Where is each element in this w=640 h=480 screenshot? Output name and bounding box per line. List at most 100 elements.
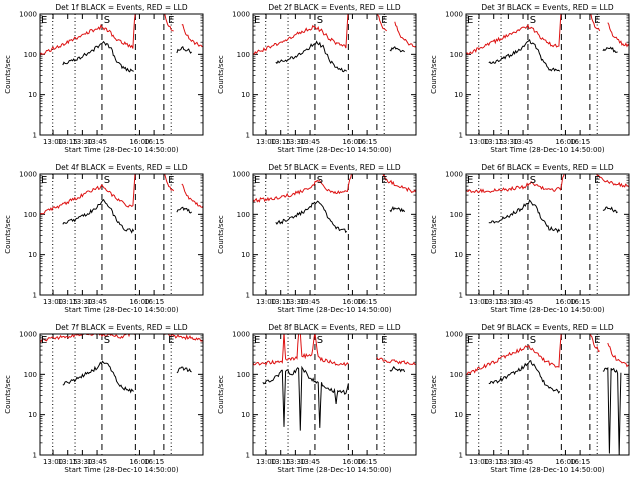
events-rate-line <box>389 205 406 213</box>
x-axis-label: Start Time (28-Dec-10 14:50:00) <box>490 306 604 314</box>
y-tick-label: 10 <box>241 411 250 419</box>
y-tick-label: 100 <box>24 211 37 219</box>
x-tick-label: 13:45 <box>300 458 320 466</box>
plot-frame <box>465 13 630 136</box>
interval-marker-s: S <box>317 175 323 186</box>
events-rate-line <box>488 38 561 72</box>
detector-panel-6: Det 6f BLACK = Events, RED = LLD Counts/s… <box>430 163 630 314</box>
detector-panel-3: Det 3f BLACK = Events, RED = LLD Counts/s… <box>430 3 630 154</box>
x-tick-label: 13:00 <box>43 458 63 466</box>
x-tick-label: 13:15 <box>271 458 291 466</box>
x-tick-label: 16:15 <box>357 458 377 466</box>
y-tick-label: 1 <box>459 452 463 460</box>
x-axis-label: Start Time (28-Dec-10 14:50:00) <box>64 306 178 314</box>
interval-marker-e: E <box>594 335 600 346</box>
plot-frame <box>252 13 417 136</box>
x-tick-label: 16:00 <box>555 458 575 466</box>
events-rate-line <box>275 40 348 73</box>
interval-marker-e: E <box>41 175 47 186</box>
y-tick-label: 1 <box>246 452 250 460</box>
x-tick-label: 16:15 <box>144 138 164 146</box>
interval-marker-s: S <box>530 335 536 346</box>
interval-marker-e: E <box>381 15 387 26</box>
y-axis-label: Counts/sec <box>4 375 12 414</box>
y-tick-label: 1000 <box>232 171 250 179</box>
x-tick-label: 13:15 <box>58 138 78 146</box>
y-tick-label: 1 <box>33 132 37 140</box>
y-tick-label: 10 <box>241 251 250 259</box>
x-tick-label: 13:30 <box>72 458 92 466</box>
panel-title: Det 7f BLACK = Events, RED = LLD <box>55 323 188 332</box>
y-tick-label: 1 <box>459 292 463 300</box>
x-tick-label: 13:15 <box>484 298 504 306</box>
y-tick-label: 10 <box>454 251 463 259</box>
detector-panel-8: Det 8f BLACK = Events, RED = LLD Counts/s… <box>217 323 417 474</box>
x-tick-label: 13:30 <box>285 298 305 306</box>
events-rate-line <box>176 366 192 374</box>
x-tick-label: 16:15 <box>357 138 377 146</box>
lld-rate-line <box>163 174 175 192</box>
lld-rate-line <box>253 14 349 56</box>
x-axis-label: Start Time (28-Dec-10 14:50:00) <box>277 466 391 474</box>
x-tick-label: 16:00 <box>342 138 362 146</box>
lld-rate-line <box>163 334 203 342</box>
y-axis-label: Counts/sec <box>430 215 438 254</box>
y-tick-label: 100 <box>450 371 463 379</box>
lld-rate-line <box>466 174 629 194</box>
y-tick-label: 1 <box>246 132 250 140</box>
x-tick-label: 13:30 <box>285 138 305 146</box>
x-axis-label: Start Time (28-Dec-10 14:50:00) <box>64 146 178 154</box>
events-rate-line <box>62 40 134 73</box>
x-tick-label: 13:00 <box>469 458 489 466</box>
interval-marker-s: S <box>530 175 536 186</box>
panel-title: Det 5f BLACK = Events, RED = LLD <box>268 163 401 172</box>
lld-rate-line <box>376 357 416 366</box>
lld-rate-line <box>253 174 416 203</box>
x-tick-label: 13:15 <box>58 458 78 466</box>
panel-title: Det 8f BLACK = Events, RED = LLD <box>268 323 401 332</box>
events-rate-line <box>602 46 618 53</box>
interval-marker-e: E <box>254 175 260 186</box>
x-tick-label: 16:15 <box>144 298 164 306</box>
x-tick-label: 13:45 <box>300 298 320 306</box>
y-tick-label: 100 <box>24 51 37 59</box>
panel-title: Det 4f BLACK = Events, RED = LLD <box>55 163 188 172</box>
x-tick-label: 13:30 <box>498 138 518 146</box>
y-tick-label: 1 <box>459 132 463 140</box>
y-axis-label: Counts/sec <box>4 55 12 94</box>
plot-frame <box>465 173 630 296</box>
x-tick-label: 13:30 <box>72 298 92 306</box>
interval-marker-e: E <box>381 335 387 346</box>
x-tick-label: 13:30 <box>285 458 305 466</box>
x-tick-label: 13:45 <box>513 458 533 466</box>
interval-marker-s: S <box>317 15 323 26</box>
y-axis-label: Counts/sec <box>430 375 438 414</box>
interval-marker-e: E <box>41 15 47 26</box>
lld-rate-line <box>181 24 203 48</box>
events-rate-line <box>602 206 618 214</box>
y-axis-label: Counts/sec <box>4 215 12 254</box>
y-tick-label: 1 <box>33 452 37 460</box>
x-tick-label: 13:45 <box>513 298 533 306</box>
y-tick-label: 1000 <box>19 331 37 339</box>
lld-rate-line <box>466 334 562 376</box>
events-rate-line <box>262 365 349 431</box>
panel-title: Det 9f BLACK = Events, RED = LLD <box>481 323 614 332</box>
events-rate-line <box>389 46 405 53</box>
lld-rate-line <box>253 334 349 367</box>
plot-frame <box>39 173 204 296</box>
y-tick-label: 1000 <box>19 171 37 179</box>
x-tick-label: 16:15 <box>570 138 590 146</box>
y-tick-label: 1000 <box>445 11 463 19</box>
y-axis-label: Counts/sec <box>217 375 225 414</box>
y-tick-label: 100 <box>450 211 463 219</box>
y-tick-label: 10 <box>454 411 463 419</box>
lld-rate-line <box>607 22 629 48</box>
detector-panel-5: Det 5f BLACK = Events, RED = LLD Counts/s… <box>217 163 417 314</box>
y-tick-label: 1000 <box>19 11 37 19</box>
x-tick-label: 13:15 <box>484 138 504 146</box>
x-axis-label: Start Time (28-Dec-10 14:50:00) <box>64 466 178 474</box>
lld-rate-line <box>377 14 388 32</box>
x-axis-label: Start Time (28-Dec-10 14:50:00) <box>490 146 604 154</box>
lld-rate-line <box>181 183 203 209</box>
